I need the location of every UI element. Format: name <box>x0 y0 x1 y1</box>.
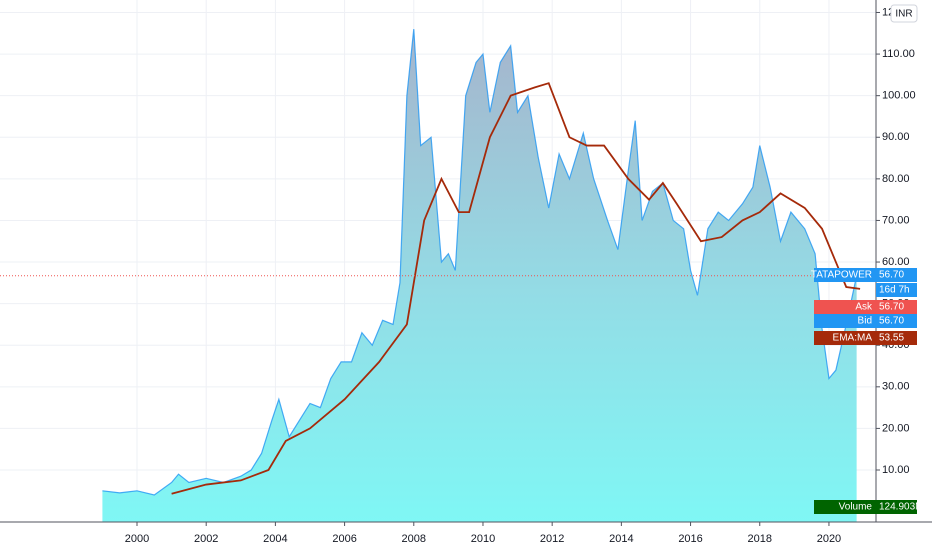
label-name: EMA:MA <box>833 333 873 344</box>
x-tick-label: 2012 <box>540 533 564 545</box>
x-tick-label: 2020 <box>817 533 841 545</box>
label-name: TATAPOWER <box>811 270 872 281</box>
label-tag <box>814 331 876 345</box>
label-value: 56.70 <box>879 270 904 281</box>
x-tick-label: 2016 <box>678 533 702 545</box>
label-value: 53.55 <box>879 333 904 344</box>
area-fill <box>102 29 857 522</box>
label-value-tag <box>876 500 917 514</box>
x-tick-label: 2004 <box>263 533 287 545</box>
label-name: Ask <box>855 302 873 313</box>
label-name: Bid <box>858 316 872 327</box>
label-tag <box>814 500 876 514</box>
axes: 2000 2002 2004 2006 2008 2010 2012 2014 2016 2018… <box>125 6 916 545</box>
label-tag <box>814 314 876 328</box>
label-value-tag <box>876 268 917 282</box>
y-tick-label: 80.00 <box>882 173 910 185</box>
y-tick-label: 10.00 <box>882 464 910 476</box>
countdown: 16d 7h <box>879 285 910 296</box>
label-value: 56.70 <box>879 316 904 327</box>
label-value: 56.70 <box>879 302 904 313</box>
y-tick-label: 20.00 <box>882 422 910 434</box>
plot <box>0 29 876 522</box>
x-tick-label: 2014 <box>609 533 633 545</box>
y-tick-label: 100.00 <box>882 90 916 102</box>
currency: INR <box>895 9 912 20</box>
y-tick-label: 60.00 <box>882 256 910 268</box>
label-value: 124.903M <box>879 502 923 513</box>
y-tick-label: 70.00 <box>882 214 910 226</box>
y-tick-label: 110.00 <box>882 48 915 60</box>
label-tag <box>814 268 876 282</box>
x-tick-label: 2010 <box>471 533 495 545</box>
label-name: Volume <box>839 502 873 513</box>
label-value-tag <box>876 300 917 314</box>
y-tick-label: 30.00 <box>882 381 910 393</box>
x-tick-label: 2002 <box>194 533 218 545</box>
x-tick-label: 2006 <box>332 533 356 545</box>
currency-badge <box>890 4 918 23</box>
x-tick-label: 2000 <box>125 533 149 545</box>
x-tick-label: 2018 <box>748 533 772 545</box>
countdown-tag <box>876 283 917 297</box>
ema-line <box>171 82 861 495</box>
label-value-tag <box>876 314 917 328</box>
y-tick-label: 90.00 <box>882 131 910 143</box>
label-tag <box>814 300 876 314</box>
x-tick-label: 2008 <box>402 533 426 545</box>
label-value-tag <box>876 331 917 345</box>
price-labels: TATAPOWER 56.70 16d 7h Ask 56.70 Bid 56.70 EMA:… <box>811 268 923 514</box>
price-line <box>102 29 858 496</box>
